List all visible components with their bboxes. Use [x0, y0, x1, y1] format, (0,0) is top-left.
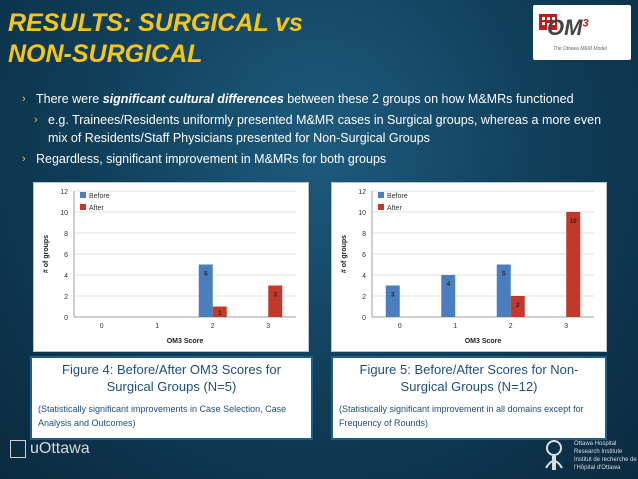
legend-swatch: [378, 192, 384, 198]
bullet-arrow-icon: ›: [34, 114, 38, 126]
bar-before: [385, 285, 400, 317]
bar-after: [212, 306, 227, 317]
x-tick-label: 3: [266, 323, 270, 330]
y-tick-label: 8: [362, 231, 366, 238]
y-axis-title: # of groups: [341, 235, 348, 273]
y-tick-label: 6: [362, 252, 366, 259]
y-tick-label: 0: [64, 315, 68, 322]
data-label: 3: [274, 293, 278, 299]
bar-before: [496, 264, 511, 317]
data-label: 10: [570, 219, 577, 225]
chart-surgical: 0 2 4 6 8 10 12 0 1 2 3 5 1 3 OM3 Score # of groups Befo…: [33, 182, 309, 352]
figure-4-caption: Figure 4: Before/After OM3 Scores for Su…: [62, 362, 281, 394]
bullet-arrow-icon: ›: [22, 153, 26, 165]
title-line-2: NON-SURGICAL: [8, 40, 203, 68]
research-institute-icon: [545, 440, 563, 470]
x-tick-label: 1: [453, 323, 457, 330]
y-axis-title: # of groups: [43, 235, 50, 273]
y-tick-label: 2: [64, 294, 68, 301]
figure-4-note: (Statistically significant improvements …: [38, 404, 287, 428]
data-label: 5: [204, 272, 208, 278]
chart-non-surgical: 0 2 4 6 8 10 12 0 1 2 3 3 4 5 2 10 OM3 Score # of groups B…: [331, 182, 607, 352]
x-tick-label: 1: [155, 323, 159, 330]
bar-after: [510, 296, 525, 317]
y-tick-label: 12: [60, 189, 68, 196]
x-tick-label: 0: [398, 323, 402, 330]
figure-5-caption: Figure 5: Before/After Scores for Non-Su…: [359, 362, 579, 394]
data-label: 3: [391, 293, 395, 299]
bar-before: [441, 275, 456, 317]
slide-title: RESULTS: SURGICAL vs NON-SURGICAL: [8, 8, 303, 70]
x-tick-label: 2: [509, 323, 513, 330]
bar-after: [566, 212, 581, 317]
uottawa-logo: uOttawa: [10, 440, 90, 458]
bullet-list: › There were significant cultural differ…: [22, 90, 622, 168]
y-tick-label: 4: [362, 273, 366, 280]
x-tick-label: 2: [211, 323, 215, 330]
x-axis-title: OM3 Score: [167, 338, 204, 345]
y-tick-label: 10: [358, 210, 366, 217]
figure-4-caption-box: Figure 4: Before/After OM3 Scores for Su…: [30, 356, 313, 440]
om3-logo: OM3 The Ottawa M&M Model: [533, 5, 631, 60]
bullet-arrow-icon: ›: [22, 93, 26, 105]
hospital-building-icon: [539, 14, 557, 30]
logo-tagline: The Ottawa M&M Model: [553, 46, 607, 52]
y-tick-label: 10: [60, 210, 68, 217]
bullet-3: › Regardless, significant improvement in…: [22, 152, 387, 166]
bar-after: [268, 285, 283, 317]
bullet-2: › e.g. Trainees/Residents uniformly pres…: [34, 113, 602, 145]
legend-label: Before: [89, 193, 110, 200]
x-tick-label: 0: [100, 323, 104, 330]
y-tick-label: 0: [362, 315, 366, 322]
legend-swatch: [80, 192, 86, 198]
bullet-1: › There were significant cultural differ…: [22, 92, 574, 106]
figure-5-caption-box: Figure 5: Before/After Scores for Non-Su…: [331, 356, 607, 440]
legend-swatch: [378, 204, 384, 210]
data-label: 4: [447, 282, 451, 288]
logo-text: OM3: [547, 15, 589, 40]
y-tick-label: 2: [362, 294, 366, 301]
y-tick-label: 8: [64, 231, 68, 238]
figure-5-note: (Statistically significant improvement i…: [339, 404, 584, 428]
y-tick-label: 4: [64, 273, 68, 280]
data-label: 5: [502, 272, 506, 278]
y-tick-label: 12: [358, 189, 366, 196]
legend-label: After: [387, 205, 402, 212]
legend-swatch: [80, 204, 86, 210]
x-tick-label: 3: [564, 323, 568, 330]
university-crest-icon: [10, 440, 26, 458]
title-line-1: RESULTS: SURGICAL vs: [8, 9, 303, 37]
data-label: 1: [218, 311, 222, 317]
bar-before: [198, 264, 213, 317]
legend-label: Before: [387, 193, 408, 200]
data-label: 2: [516, 303, 520, 309]
x-axis-title: OM3 Score: [465, 338, 502, 345]
legend-label: After: [89, 205, 104, 212]
institute-name: Ottawa Hospital Research Institute Insti…: [574, 441, 637, 471]
y-tick-label: 6: [64, 252, 68, 259]
